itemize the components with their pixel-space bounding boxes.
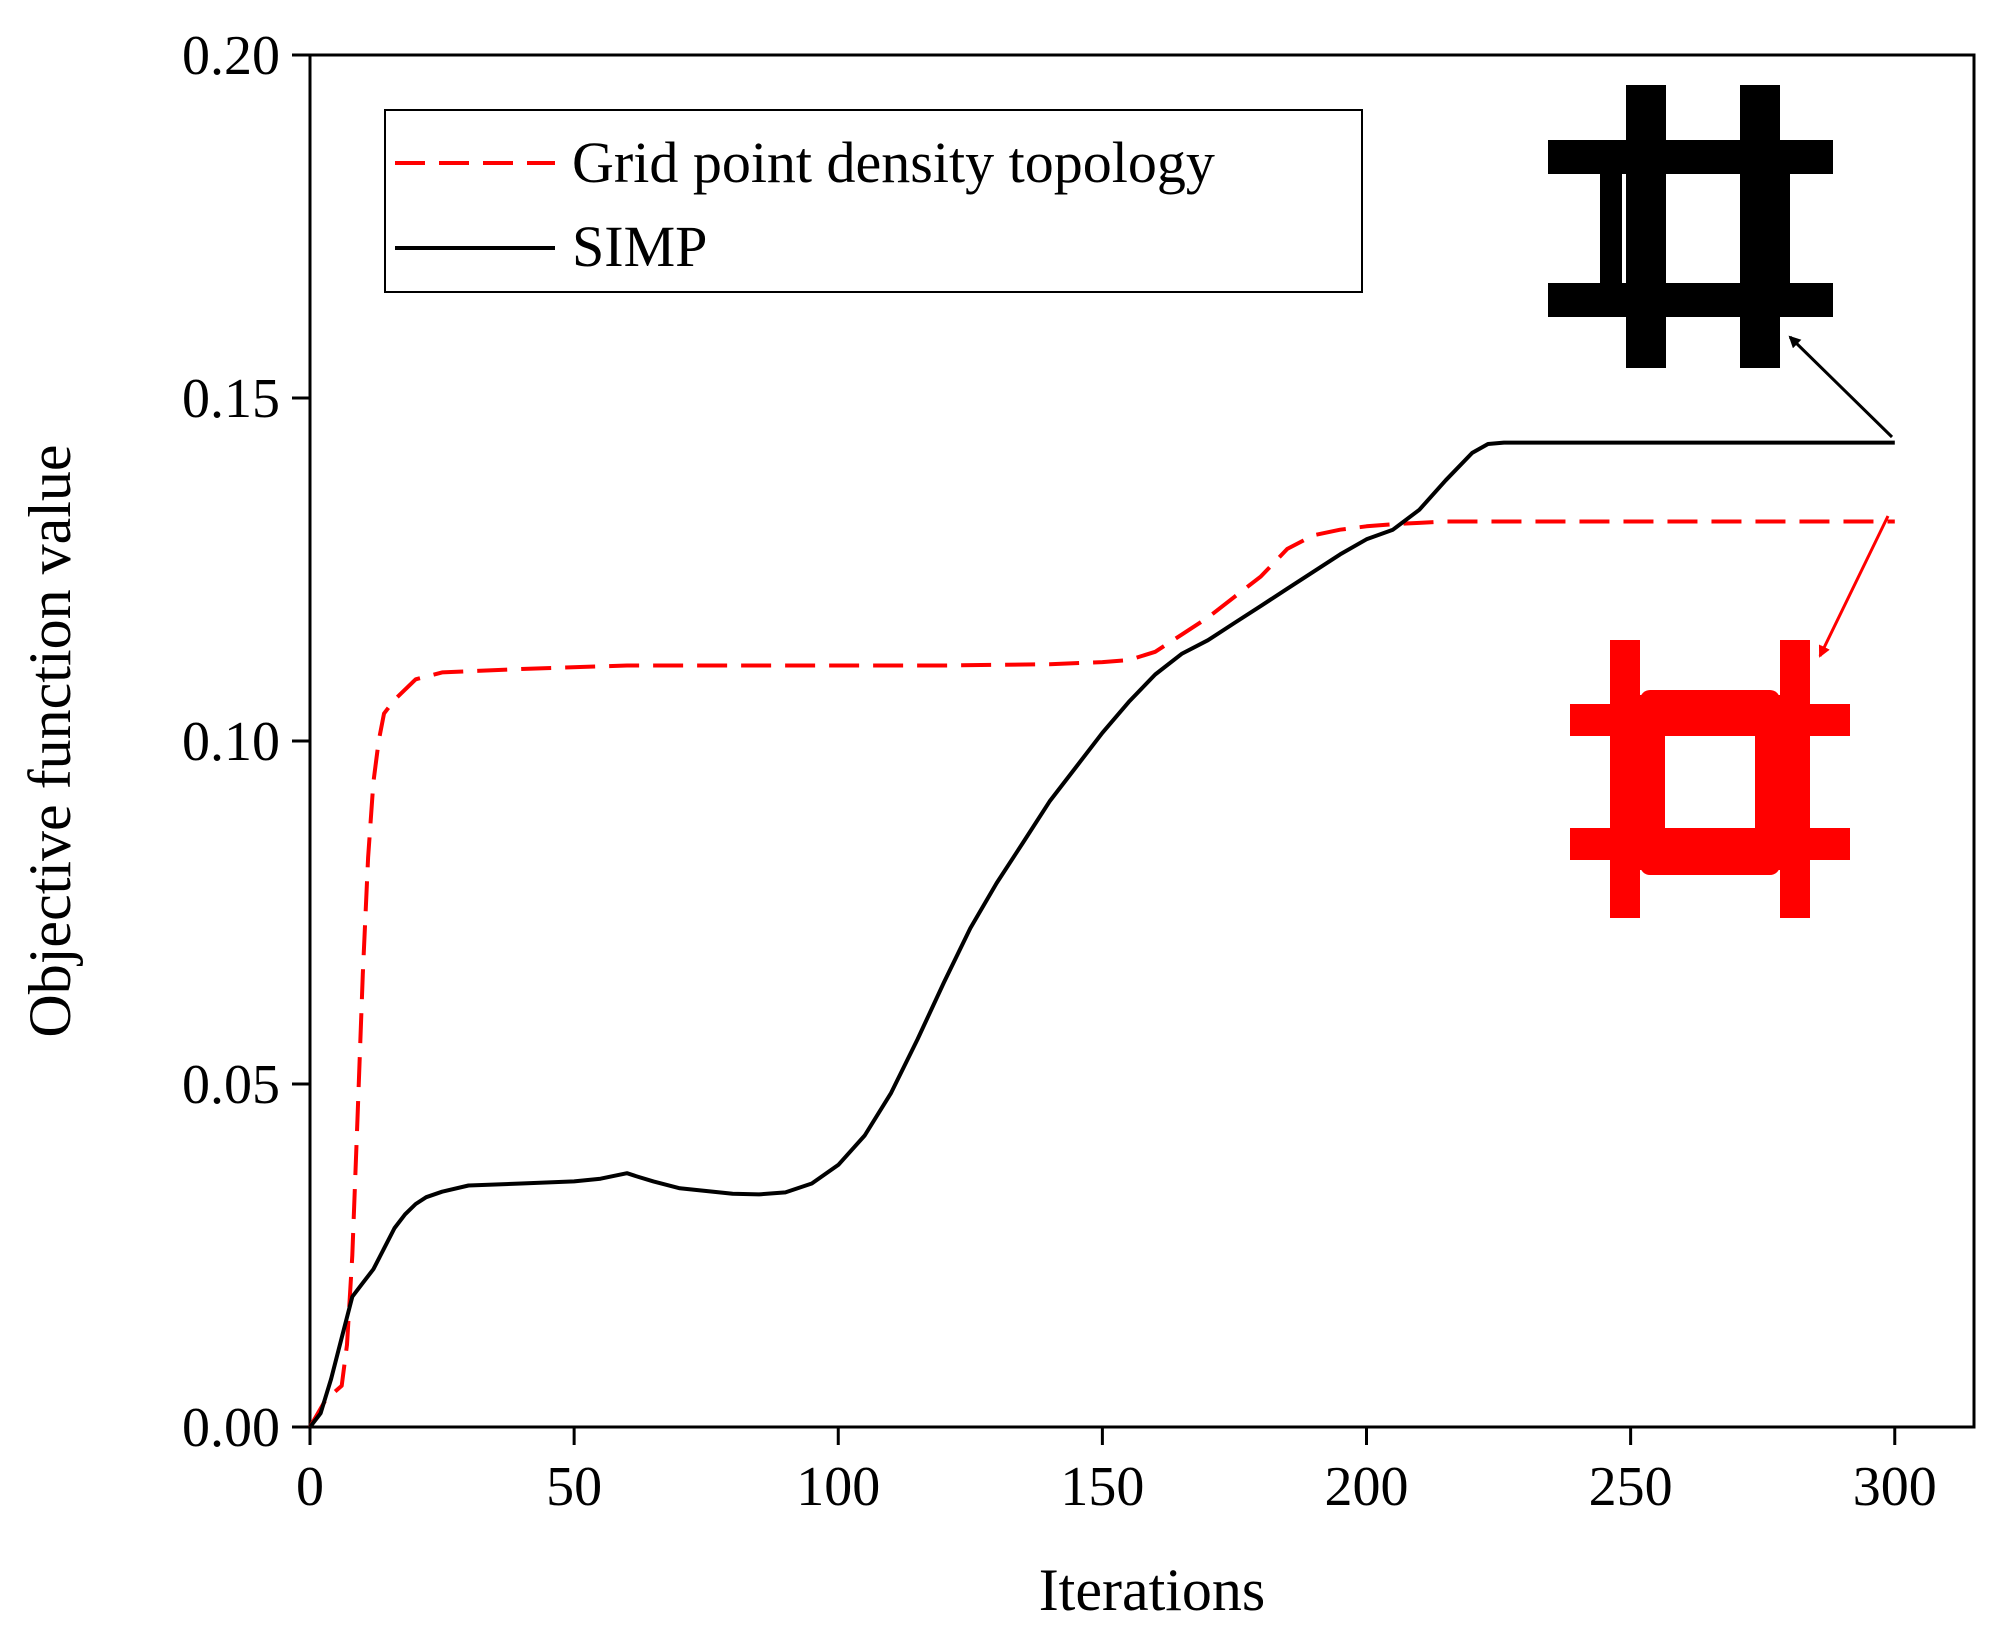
x-tick-label: 300 <box>1853 1456 1937 1518</box>
y-tick-label: 0.05 <box>182 1054 280 1116</box>
simp-annotation-arrow <box>1788 335 1894 439</box>
grid-point-annotation-arrow <box>1818 515 1890 658</box>
y-tick-label: 0.00 <box>182 1397 280 1459</box>
x-tick-label: 200 <box>1325 1456 1409 1518</box>
y-tick-label: 0.15 <box>182 368 280 430</box>
y-axis-title: Objective function value <box>17 444 83 1037</box>
legend-label-grid-point: Grid point density topology <box>572 130 1215 195</box>
x-axis: 0 50 100 150 200 250 300 <box>296 1427 1937 1518</box>
x-axis-title: Iterations <box>1039 1557 1266 1623</box>
simp-topology-image <box>1548 85 1833 368</box>
x-tick-label: 50 <box>546 1456 602 1518</box>
series-layer <box>308 440 1895 1429</box>
x-tick-label: 0 <box>296 1456 324 1518</box>
series-line-grid-point-density <box>308 519 1895 1428</box>
x-tick-label: 150 <box>1060 1456 1144 1518</box>
legend-box <box>384 109 1363 293</box>
legend: Grid point density topology SIMP <box>384 109 1363 293</box>
y-axis: 0.00 0.05 0.10 0.15 0.20 <box>182 25 310 1459</box>
x-tick-label: 100 <box>796 1456 880 1518</box>
legend-label-simp: SIMP <box>572 214 707 279</box>
y-tick-label: 0.20 <box>182 25 280 87</box>
y-tick-label: 0.10 <box>182 711 280 773</box>
series-line-simp <box>308 440 1895 1429</box>
x-tick-label: 250 <box>1589 1456 1673 1518</box>
grid-point-topology-image <box>1570 640 1850 918</box>
